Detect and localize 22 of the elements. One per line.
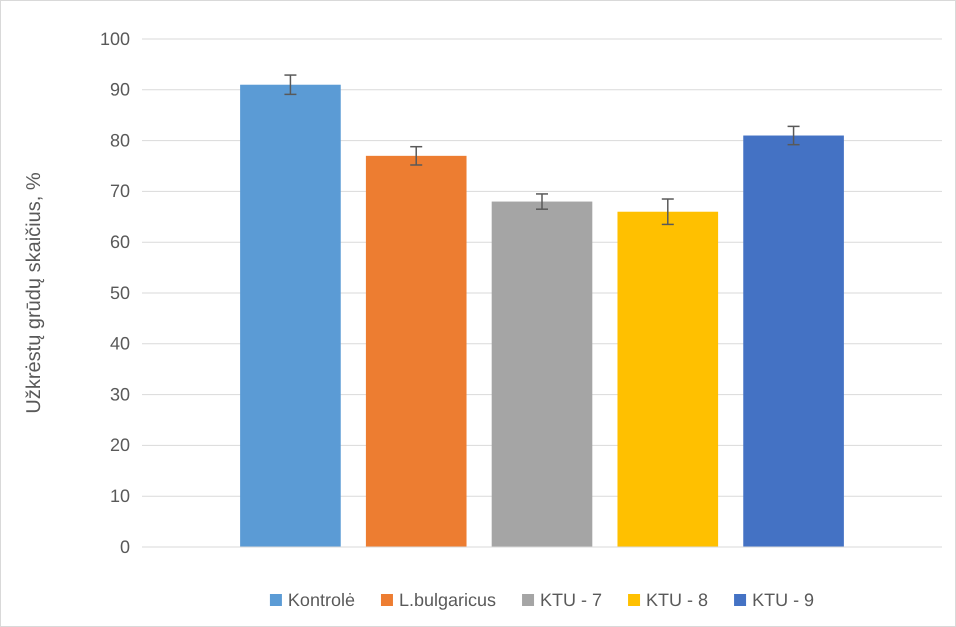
bar bbox=[617, 212, 718, 547]
y-tick-label: 20 bbox=[110, 435, 130, 456]
y-tick-label: 60 bbox=[110, 232, 130, 252]
bar bbox=[240, 84, 341, 547]
y-tick-label: 10 bbox=[110, 486, 130, 506]
y-tick-label: 100 bbox=[100, 28, 130, 49]
y-tick-label: 80 bbox=[110, 130, 130, 150]
bar bbox=[743, 136, 844, 547]
y-tick-label: 50 bbox=[110, 282, 130, 303]
legend-label: Kontrolė bbox=[288, 590, 355, 610]
bar bbox=[366, 156, 467, 547]
bar bbox=[492, 202, 592, 547]
y-tick-label: 90 bbox=[110, 80, 130, 100]
y-axis-title: Užkrėstų grūdų skaičius, % bbox=[23, 172, 45, 414]
legend-label: KTU - 7 bbox=[540, 590, 602, 610]
legend-label: KTU - 9 bbox=[752, 590, 814, 610]
y-tick-label: 30 bbox=[110, 384, 130, 404]
legend-label: L.bulgaricus bbox=[398, 590, 496, 610]
legend-label: KTU - 8 bbox=[646, 590, 708, 610]
y-tick-label: 40 bbox=[110, 334, 130, 354]
y-tick-label: 70 bbox=[110, 181, 130, 202]
y-tick-label: 0 bbox=[120, 536, 130, 557]
